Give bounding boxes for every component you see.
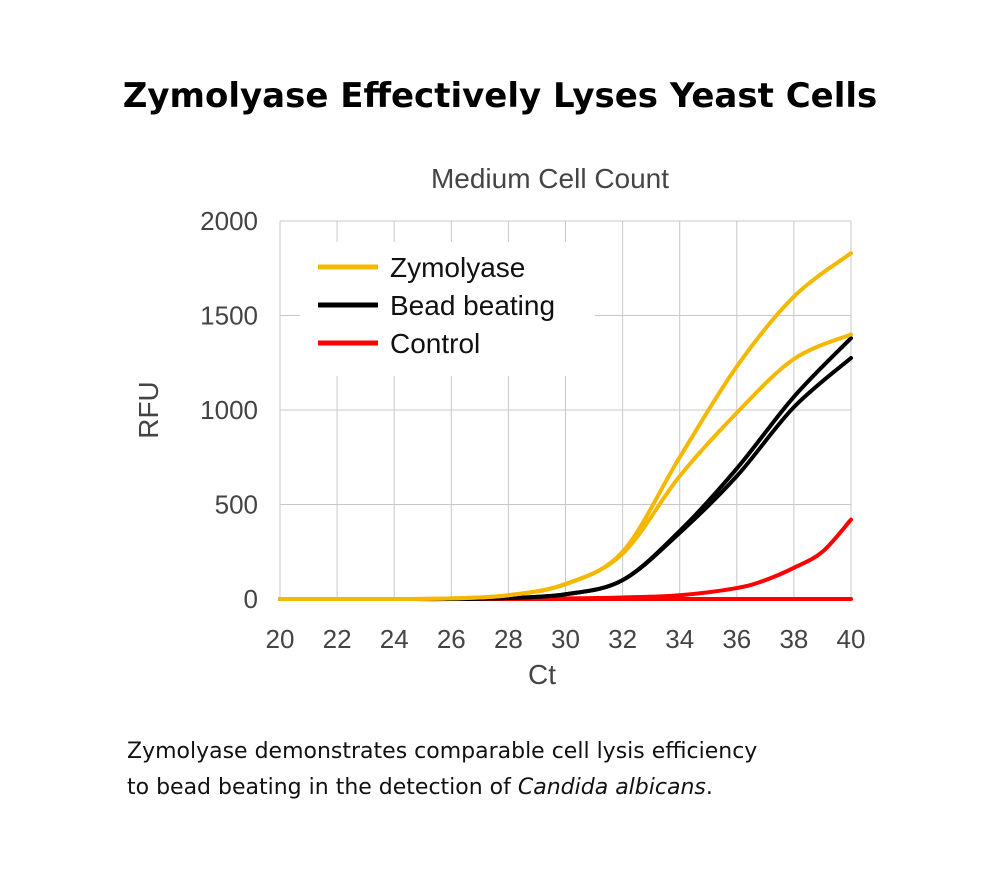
caption-line-1: Zymolyase demonstrates comparable cell l… bbox=[127, 739, 758, 764]
x-tick-label: 38 bbox=[779, 624, 808, 654]
caption-period: . bbox=[705, 775, 713, 800]
caption: Zymolyase demonstrates comparable cell l… bbox=[127, 734, 757, 806]
x-tick-label: 36 bbox=[722, 624, 751, 654]
y-tick-label: 1000 bbox=[200, 395, 258, 425]
caption-text: to bead beating in the detection of bbox=[127, 775, 518, 800]
y-tick-label: 1500 bbox=[200, 301, 258, 331]
figure-title: Zymolyase Effectively Lyses Yeast Cells bbox=[122, 76, 878, 116]
legend-label: Zymolyase bbox=[390, 252, 525, 283]
caption-line-2: to bead beating in the detection of Cand… bbox=[127, 770, 757, 806]
x-tick-label: 32 bbox=[608, 624, 637, 654]
x-tick-label: 22 bbox=[323, 624, 352, 654]
caption-species: Candida albicans bbox=[517, 775, 706, 800]
chart-title: Medium Cell Count bbox=[431, 163, 669, 194]
x-tick-label: 26 bbox=[437, 624, 466, 654]
x-tick-label: 28 bbox=[494, 624, 523, 654]
y-tick-label: 500 bbox=[215, 490, 258, 520]
x-tick-label: 20 bbox=[266, 624, 295, 654]
x-tick-label: 40 bbox=[837, 624, 866, 654]
y-tick-label: 2000 bbox=[200, 206, 258, 236]
y-tick-label: 0 bbox=[244, 584, 258, 614]
legend-label: Control bbox=[390, 328, 480, 359]
x-tick-label: 24 bbox=[380, 624, 409, 654]
y-axis-label: RFU bbox=[133, 381, 164, 439]
legend-label: Bead beating bbox=[390, 290, 555, 321]
legend-box bbox=[300, 242, 595, 376]
x-axis-label: Ct bbox=[528, 659, 556, 690]
x-tick-label: 34 bbox=[665, 624, 694, 654]
x-tick-label: 30 bbox=[551, 624, 580, 654]
chart: Medium Cell Count 20 22 24 26 28 30 32 34 36 38 40… bbox=[133, 163, 866, 690]
series-line-zymolyase bbox=[278, 332, 853, 602]
